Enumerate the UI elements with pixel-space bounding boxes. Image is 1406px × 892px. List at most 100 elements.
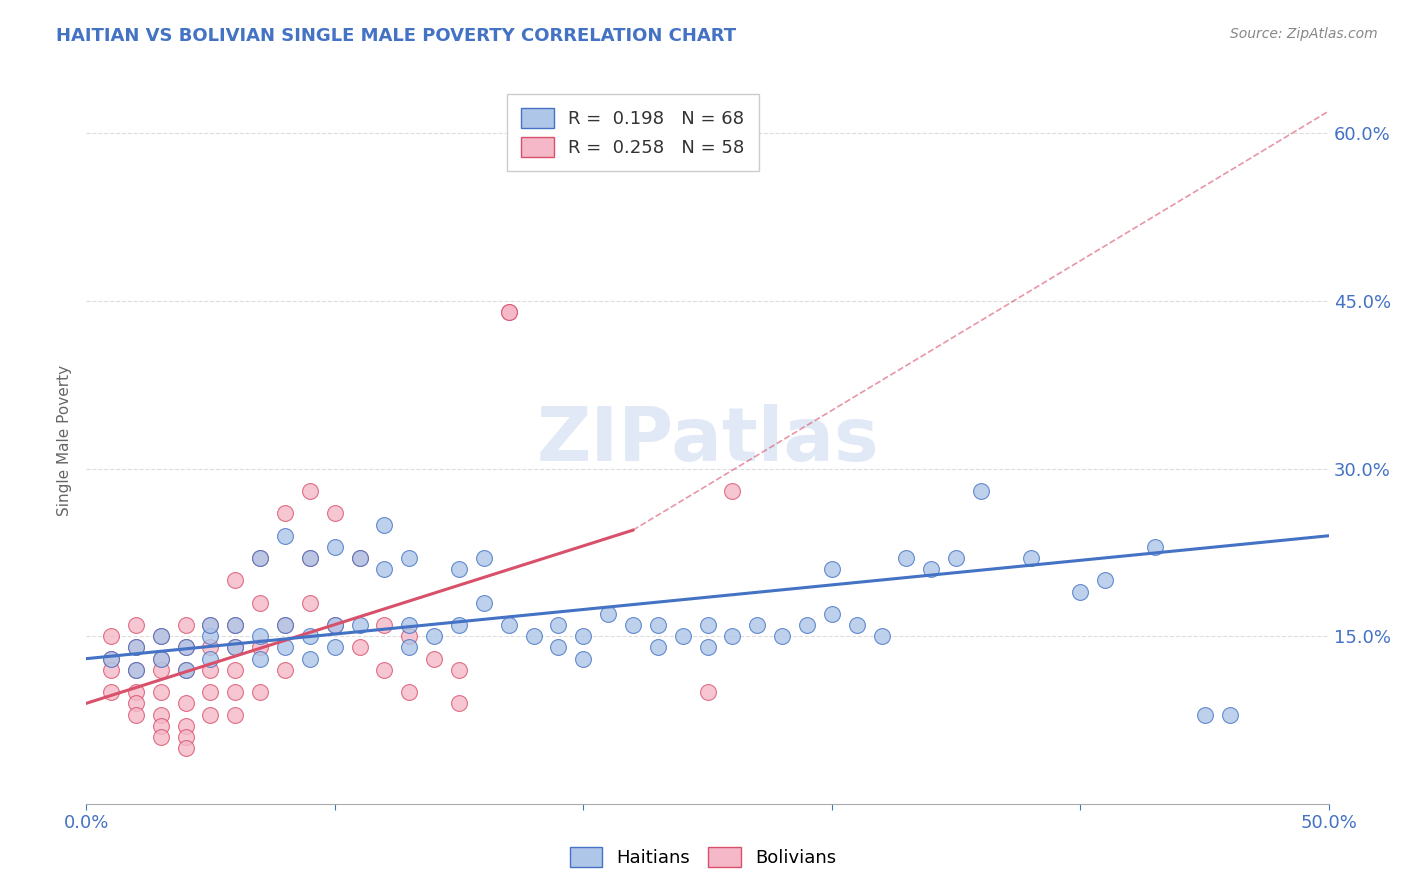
Point bbox=[721, 483, 744, 498]
Point bbox=[174, 663, 197, 677]
Point bbox=[1219, 707, 1241, 722]
Point bbox=[149, 663, 172, 677]
Point bbox=[721, 629, 744, 643]
Point bbox=[547, 640, 569, 655]
Point bbox=[174, 663, 197, 677]
Point bbox=[373, 618, 395, 632]
Point bbox=[398, 551, 420, 566]
Point bbox=[274, 663, 297, 677]
Point bbox=[598, 607, 620, 621]
Point bbox=[125, 663, 148, 677]
Point bbox=[298, 596, 321, 610]
Point bbox=[621, 618, 644, 632]
Point bbox=[472, 551, 495, 566]
Point bbox=[672, 629, 695, 643]
Point bbox=[149, 685, 172, 699]
Point bbox=[398, 629, 420, 643]
Point bbox=[349, 551, 371, 566]
Point bbox=[200, 707, 222, 722]
Point bbox=[249, 596, 271, 610]
Point bbox=[696, 685, 718, 699]
Point bbox=[1194, 707, 1216, 722]
Point bbox=[298, 483, 321, 498]
Text: Source: ZipAtlas.com: Source: ZipAtlas.com bbox=[1230, 27, 1378, 41]
Point bbox=[796, 618, 818, 632]
Point bbox=[522, 629, 544, 643]
Point bbox=[945, 551, 967, 566]
Text: HAITIAN VS BOLIVIAN SINGLE MALE POVERTY CORRELATION CHART: HAITIAN VS BOLIVIAN SINGLE MALE POVERTY … bbox=[56, 27, 737, 45]
Point bbox=[125, 640, 148, 655]
Point bbox=[274, 640, 297, 655]
Point bbox=[1094, 574, 1116, 588]
Point bbox=[125, 640, 148, 655]
Point bbox=[100, 629, 122, 643]
Point bbox=[373, 562, 395, 576]
Point bbox=[447, 663, 470, 677]
Point bbox=[696, 618, 718, 632]
Point bbox=[323, 540, 346, 554]
Point bbox=[200, 640, 222, 655]
Point bbox=[298, 551, 321, 566]
Point bbox=[373, 663, 395, 677]
Point bbox=[100, 685, 122, 699]
Point bbox=[323, 507, 346, 521]
Point bbox=[200, 629, 222, 643]
Point bbox=[224, 707, 246, 722]
Point bbox=[274, 618, 297, 632]
Point bbox=[349, 618, 371, 632]
Point bbox=[547, 618, 569, 632]
Point bbox=[647, 618, 669, 632]
Point bbox=[125, 707, 148, 722]
Point bbox=[249, 629, 271, 643]
Point bbox=[349, 551, 371, 566]
Point bbox=[174, 697, 197, 711]
Point bbox=[423, 651, 446, 665]
Point bbox=[249, 685, 271, 699]
Point bbox=[224, 640, 246, 655]
Point bbox=[224, 618, 246, 632]
Point bbox=[1368, 160, 1391, 174]
Point bbox=[200, 618, 222, 632]
Point bbox=[572, 651, 595, 665]
Point bbox=[274, 618, 297, 632]
Point bbox=[200, 685, 222, 699]
Point bbox=[174, 640, 197, 655]
Point bbox=[274, 507, 297, 521]
Point bbox=[298, 651, 321, 665]
Point bbox=[373, 517, 395, 532]
Point bbox=[920, 562, 942, 576]
Point bbox=[298, 551, 321, 566]
Point bbox=[200, 618, 222, 632]
Point bbox=[498, 305, 520, 319]
Point bbox=[100, 651, 122, 665]
Point bbox=[125, 618, 148, 632]
Point bbox=[1069, 584, 1091, 599]
Point bbox=[696, 640, 718, 655]
Point bbox=[149, 629, 172, 643]
Point bbox=[1143, 540, 1166, 554]
Point bbox=[349, 640, 371, 655]
Point bbox=[149, 629, 172, 643]
Point bbox=[447, 618, 470, 632]
Point bbox=[174, 730, 197, 744]
Point bbox=[125, 685, 148, 699]
Legend: R =  0.198   N = 68, R =  0.258   N = 58: R = 0.198 N = 68, R = 0.258 N = 58 bbox=[508, 94, 759, 171]
Point bbox=[323, 618, 346, 632]
Point bbox=[447, 562, 470, 576]
Point bbox=[274, 529, 297, 543]
Point bbox=[447, 697, 470, 711]
Point bbox=[821, 607, 844, 621]
Point bbox=[174, 640, 197, 655]
Point bbox=[770, 629, 793, 643]
Point bbox=[100, 663, 122, 677]
Point bbox=[821, 562, 844, 576]
Point bbox=[298, 629, 321, 643]
Point bbox=[149, 730, 172, 744]
Point bbox=[398, 685, 420, 699]
Point bbox=[224, 663, 246, 677]
Point bbox=[125, 697, 148, 711]
Point bbox=[174, 618, 197, 632]
Point bbox=[125, 663, 148, 677]
Point bbox=[149, 707, 172, 722]
Point bbox=[398, 640, 420, 655]
